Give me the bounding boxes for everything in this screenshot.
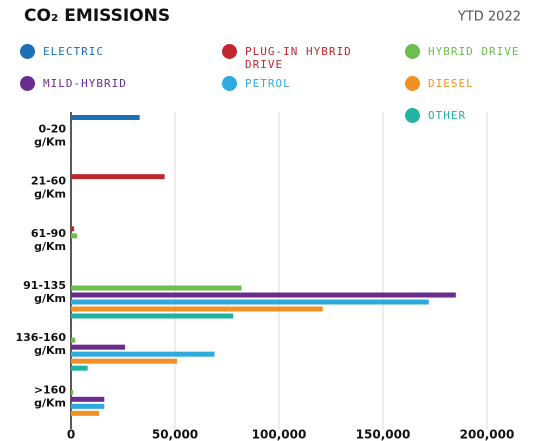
x-tick-label: 50,000 bbox=[152, 428, 198, 441]
legend-label: PLUG-IN HYBRID DRIVE bbox=[245, 45, 352, 71]
bar bbox=[71, 337, 76, 343]
legend-label: ELECTRIC bbox=[43, 45, 104, 58]
legend-item: PLUG-IN HYBRID DRIVE bbox=[222, 44, 362, 71]
legend-label: HYBRID DRIVE bbox=[428, 45, 520, 58]
bar bbox=[71, 115, 140, 120]
legend-label: PETROL bbox=[245, 77, 291, 90]
bar bbox=[71, 365, 88, 371]
x-tick-label: 200,000 bbox=[460, 428, 515, 441]
legend-swatch bbox=[405, 76, 420, 91]
x-tick-label: 150,000 bbox=[356, 428, 411, 441]
bar bbox=[71, 299, 429, 305]
bar bbox=[71, 344, 126, 350]
bar bbox=[71, 285, 242, 291]
bar bbox=[71, 292, 456, 298]
legend-swatch bbox=[222, 76, 237, 91]
bar bbox=[71, 226, 75, 232]
chart-subtitle: YTD 2022 bbox=[457, 10, 521, 25]
y-tick-label: 21-60 g/Km bbox=[31, 175, 67, 201]
y-tick-label: >160 g/Km bbox=[34, 383, 67, 409]
bar bbox=[71, 389, 74, 395]
legend-item: PETROL bbox=[222, 76, 362, 91]
legend-item: ELECTRIC bbox=[20, 44, 160, 59]
legend-item: HYBRID DRIVE bbox=[405, 44, 545, 59]
y-tick-label: 91-135 g/Km bbox=[23, 279, 66, 305]
x-tick-label: 100,000 bbox=[252, 428, 307, 441]
legend-swatch bbox=[20, 44, 35, 59]
bar bbox=[71, 396, 105, 402]
x-tick-label: 0 bbox=[67, 428, 75, 441]
legend-swatch bbox=[405, 44, 420, 59]
legend-item: MILD-HYBRID bbox=[20, 76, 160, 91]
bar bbox=[71, 233, 78, 239]
legend-swatch bbox=[405, 108, 420, 123]
bar bbox=[71, 410, 100, 416]
chart-title: CO₂ EMISSIONS bbox=[24, 6, 170, 26]
legend-item: DIESEL bbox=[405, 76, 545, 91]
bar bbox=[71, 306, 323, 312]
bar bbox=[71, 403, 105, 409]
bar bbox=[71, 358, 178, 364]
bar bbox=[71, 174, 165, 180]
legend-label: MILD-HYBRID bbox=[43, 77, 127, 90]
legend-item: OTHER bbox=[405, 108, 545, 123]
bar bbox=[71, 351, 215, 357]
bar bbox=[71, 313, 234, 319]
y-tick-label: 136-160 g/Km bbox=[16, 331, 67, 357]
y-tick-label: 0-20 g/Km bbox=[34, 123, 66, 149]
legend-label: OTHER bbox=[428, 109, 467, 122]
legend-swatch bbox=[20, 76, 35, 91]
legend-label: DIESEL bbox=[428, 77, 474, 90]
legend-swatch bbox=[222, 44, 237, 59]
y-tick-label: 61-90 g/Km bbox=[31, 227, 67, 253]
